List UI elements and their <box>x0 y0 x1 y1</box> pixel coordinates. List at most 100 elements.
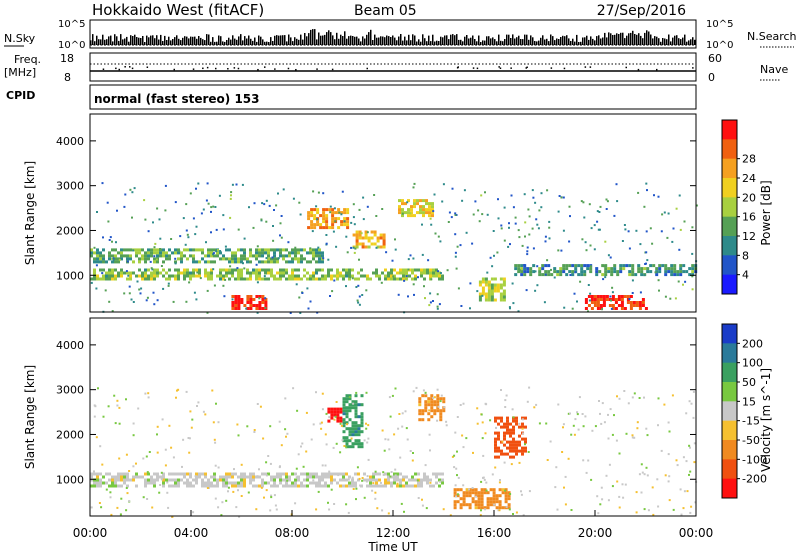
data-cell <box>685 460 688 463</box>
data-cell <box>437 270 440 273</box>
data-cell <box>472 451 474 454</box>
nsky-bar <box>546 38 548 45</box>
nsky-bar <box>130 35 132 45</box>
data-cell <box>553 270 557 274</box>
freq-dot <box>192 68 195 70</box>
data-cell <box>114 257 117 261</box>
data-cell <box>213 248 216 252</box>
data-cell <box>271 256 274 259</box>
data-cell <box>118 406 121 409</box>
data-cell <box>428 304 431 307</box>
data-cell <box>192 260 195 264</box>
data-cell <box>638 473 641 476</box>
data-cell <box>480 497 484 501</box>
data-cell <box>497 437 500 441</box>
data-cell <box>365 480 368 483</box>
data-cell <box>348 397 352 401</box>
data-cell <box>181 465 183 468</box>
data-cell <box>264 301 268 304</box>
data-cell <box>117 475 120 479</box>
nsky-bar <box>226 40 228 45</box>
data-cell <box>558 195 561 197</box>
data-cell <box>635 511 638 514</box>
colorbar-swatch <box>722 401 737 422</box>
data-cell <box>354 427 358 431</box>
data-cell <box>682 456 685 459</box>
data-cell <box>140 287 143 290</box>
data-cell <box>375 472 378 476</box>
freq-dot <box>476 67 479 70</box>
data-cell <box>93 478 96 482</box>
data-cell <box>374 470 377 473</box>
data-cell <box>127 274 130 277</box>
y-tick-label: 3000 <box>56 180 84 193</box>
nsky-bar <box>200 37 202 45</box>
nsky-bar <box>484 40 486 45</box>
data-cell <box>316 208 320 212</box>
data-cell <box>382 242 386 246</box>
data-cell <box>504 491 508 495</box>
data-cell <box>242 262 244 265</box>
data-cell <box>604 267 608 271</box>
data-cell <box>412 390 415 393</box>
data-cell <box>343 208 347 212</box>
data-cell <box>204 274 207 278</box>
data-cell <box>322 257 325 260</box>
data-cell <box>176 389 178 392</box>
data-cell <box>351 433 355 437</box>
data-cell <box>333 407 337 411</box>
data-cell <box>285 475 288 479</box>
data-cell <box>426 481 429 485</box>
data-cell <box>345 442 349 446</box>
data-cell <box>275 508 278 511</box>
data-cell <box>227 490 229 493</box>
data-cell <box>312 481 315 485</box>
data-cell <box>104 289 107 292</box>
data-cell <box>252 304 256 307</box>
data-cell <box>156 433 158 436</box>
data-cell <box>486 506 490 510</box>
data-cell <box>228 475 231 479</box>
data-cell <box>358 242 362 246</box>
data-cell <box>123 478 126 482</box>
data-cell <box>96 277 99 281</box>
data-cell <box>453 488 457 492</box>
data-cell <box>423 475 426 479</box>
data-cell <box>668 499 671 502</box>
data-cell <box>216 274 219 278</box>
data-cell <box>144 481 147 485</box>
data-cell <box>646 474 649 477</box>
data-cell <box>273 475 276 479</box>
data-cell <box>638 397 641 399</box>
data-cell <box>348 430 352 434</box>
data-cell <box>219 277 222 281</box>
nsky-bar <box>196 38 198 45</box>
data-cell <box>129 478 132 482</box>
nsky-bar <box>678 38 680 45</box>
data-cell <box>404 410 407 413</box>
data-cell <box>448 211 451 214</box>
data-cell <box>617 304 621 307</box>
data-cell <box>480 509 482 512</box>
data-cell <box>101 182 104 185</box>
velocity-y-label: Slant Range [km] <box>23 365 37 469</box>
data-cell <box>393 472 396 476</box>
nsky-bar <box>392 35 394 45</box>
data-cell <box>270 248 273 252</box>
data-cell <box>510 463 513 466</box>
data-cell <box>210 484 213 488</box>
data-cell <box>424 391 427 394</box>
nsky-bar <box>606 37 608 45</box>
data-cell <box>338 211 341 214</box>
data-cell <box>253 431 256 433</box>
data-cell <box>615 183 618 186</box>
data-cell <box>229 216 232 219</box>
nsky-bar <box>378 37 380 45</box>
data-cell <box>495 500 499 504</box>
data-cell <box>138 268 141 272</box>
data-cell <box>485 403 488 406</box>
nsky-bar <box>648 31 650 45</box>
data-cell <box>480 491 484 495</box>
data-cell <box>321 478 324 482</box>
data-cell <box>135 254 138 258</box>
